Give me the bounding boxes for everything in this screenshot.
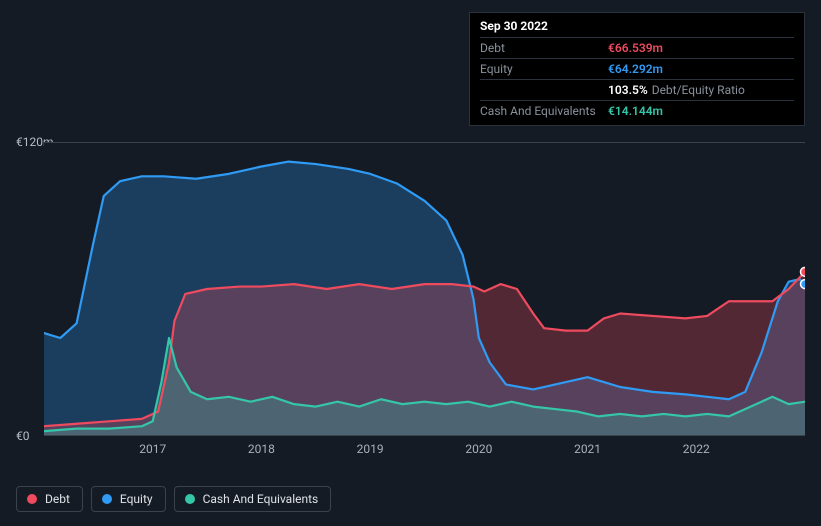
tooltip-row-value: €14.144m xyxy=(608,104,663,118)
legend-label: Equity xyxy=(120,492,153,506)
legend-item-cash[interactable]: Cash And Equivalents xyxy=(174,486,332,512)
legend-label: Debt xyxy=(45,492,70,506)
tooltip-row-value: €66.539m xyxy=(608,41,663,55)
tooltip-row: 103.5% Debt/Equity Ratio xyxy=(480,79,794,100)
legend-item-debt[interactable]: Debt xyxy=(16,486,83,512)
gridline-bottom xyxy=(44,435,805,436)
tooltip-row-suffix: Debt/Equity Ratio xyxy=(652,83,745,97)
legend-item-equity[interactable]: Equity xyxy=(91,486,166,512)
tooltip-row: Equity€64.292m xyxy=(480,58,794,79)
legend-swatch xyxy=(27,494,37,504)
tooltip-row: Cash And Equivalents€14.144m xyxy=(480,100,794,121)
tooltip-row-label: Cash And Equivalents xyxy=(480,104,608,118)
chart-tooltip: Sep 30 2022 Debt€66.539mEquity€64.292m10… xyxy=(469,12,805,126)
legend-swatch xyxy=(185,494,195,504)
x-axis-label: 2019 xyxy=(357,442,384,456)
x-axis-label: 2022 xyxy=(683,442,710,456)
tooltip-row-label: Debt xyxy=(480,41,608,55)
y-axis-label: €0 xyxy=(16,429,30,443)
x-axis-label: 2018 xyxy=(248,442,275,456)
tooltip-row-label xyxy=(480,83,608,97)
x-axis: 2017 2018 2019 2020 2021 2022 xyxy=(44,442,805,462)
chart-container: €120m€0 201720182019202020212022 xyxy=(16,124,805,510)
tooltip-title: Sep 30 2022 xyxy=(480,19,794,37)
chart-legend: Debt Equity Cash And Equivalents xyxy=(16,486,331,512)
tooltip-row-value: 103.5% xyxy=(608,83,648,97)
gridline-top xyxy=(44,142,805,143)
chart-svg xyxy=(44,142,805,436)
tooltip-row-label: Equity xyxy=(480,62,608,76)
tooltip-row: Debt€66.539m xyxy=(480,37,794,58)
tooltip-row-value: €64.292m xyxy=(608,62,663,76)
legend-swatch xyxy=(102,494,112,504)
chart-plot-area[interactable] xyxy=(44,142,805,436)
x-axis-label: 2021 xyxy=(574,442,601,456)
x-axis-label: 2020 xyxy=(465,442,492,456)
legend-label: Cash And Equivalents xyxy=(203,492,319,506)
x-axis-label: 2017 xyxy=(139,442,166,456)
